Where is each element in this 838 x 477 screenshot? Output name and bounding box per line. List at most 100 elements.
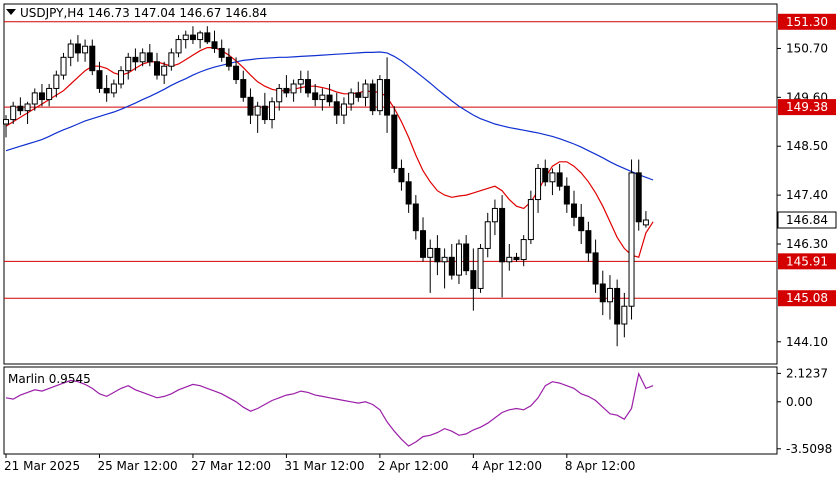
candle xyxy=(599,270,606,316)
candle xyxy=(261,92,268,124)
candle xyxy=(563,177,570,213)
candle-body xyxy=(434,247,441,263)
candle xyxy=(276,84,283,111)
candle xyxy=(348,88,355,111)
candle xyxy=(96,61,103,93)
candle xyxy=(340,97,347,124)
candle xyxy=(477,244,484,293)
candle xyxy=(24,101,31,124)
indicator-tick-label: -3.5098 xyxy=(786,442,832,456)
candle xyxy=(635,159,642,231)
candle xyxy=(67,39,74,67)
candle-body xyxy=(642,219,649,226)
candle-body xyxy=(491,207,498,223)
marlin-line xyxy=(5,371,654,447)
candle-body xyxy=(218,47,225,58)
candle-body xyxy=(563,185,570,205)
candle xyxy=(549,168,556,196)
candle xyxy=(168,48,175,71)
candle-body xyxy=(513,256,520,261)
candle-body xyxy=(391,114,398,169)
candle xyxy=(283,75,290,98)
candle-body xyxy=(455,243,462,276)
candle-body xyxy=(153,61,160,76)
candle-body xyxy=(24,103,31,112)
candle xyxy=(17,97,24,116)
candle xyxy=(197,30,204,49)
candle xyxy=(82,39,89,62)
candle xyxy=(506,244,513,271)
candle-body xyxy=(355,92,362,98)
candle-body xyxy=(369,83,376,112)
candle xyxy=(326,84,333,107)
candle xyxy=(355,81,362,102)
level-price-label: 151.30 xyxy=(786,15,828,29)
candle-body xyxy=(571,203,578,218)
candle-body xyxy=(304,79,311,94)
candle xyxy=(103,75,110,102)
candle xyxy=(132,48,139,71)
triangle-down-icon[interactable] xyxy=(6,9,16,15)
candle-body xyxy=(96,70,103,89)
price-tick-label: 150.70 xyxy=(786,41,828,55)
candle xyxy=(31,88,38,111)
candle-body xyxy=(233,65,240,81)
candle xyxy=(10,101,17,124)
candle-body xyxy=(398,167,405,183)
candle xyxy=(290,79,297,102)
level-price-label: 149.38 xyxy=(786,100,828,114)
candle xyxy=(175,35,182,58)
candle-body xyxy=(31,92,38,105)
candle-body xyxy=(276,87,283,103)
candle-body xyxy=(89,45,96,72)
candle-body xyxy=(53,74,60,89)
candle-body xyxy=(17,105,24,112)
candle xyxy=(405,172,412,213)
candle-body xyxy=(614,287,621,325)
candle-body xyxy=(542,167,549,183)
candle xyxy=(491,199,498,236)
candle xyxy=(225,48,232,71)
time-tick-label: 31 Mar 12:00 xyxy=(284,459,364,473)
candle xyxy=(269,97,276,129)
candle xyxy=(642,211,649,228)
candle-body xyxy=(74,43,81,54)
candle xyxy=(247,88,254,124)
candle-body xyxy=(118,70,125,85)
candle-body xyxy=(46,87,53,101)
candle xyxy=(204,26,211,44)
candle-body xyxy=(161,65,168,76)
candle-body xyxy=(376,79,383,112)
candle xyxy=(240,70,247,102)
time-tick-label: 8 Apr 12:00 xyxy=(565,459,636,473)
candle xyxy=(420,217,427,262)
current-price-box xyxy=(777,211,837,229)
candle-body xyxy=(204,32,211,43)
candle xyxy=(621,292,628,338)
candle-body xyxy=(175,39,182,54)
price-tick-label: 146.30 xyxy=(786,237,828,251)
candle xyxy=(606,275,613,320)
candle xyxy=(376,75,383,116)
candle-body xyxy=(290,83,297,94)
candle xyxy=(38,84,45,107)
candle-body xyxy=(168,52,175,67)
indicator-panel xyxy=(3,366,778,455)
price-axis: 150.70149.60148.50147.40146.30144.10151.… xyxy=(777,13,837,349)
time-tick-label: 25 Mar 12:00 xyxy=(97,459,177,473)
current-price-label: 146.84 xyxy=(786,213,828,227)
candle-body xyxy=(592,252,599,285)
time-tick-label: 27 Mar 12:00 xyxy=(191,459,271,473)
candle xyxy=(614,279,621,347)
candle-body xyxy=(247,96,254,116)
level-price-box xyxy=(778,290,836,307)
candle xyxy=(3,115,9,138)
candle-body xyxy=(189,34,196,41)
candle xyxy=(455,239,462,284)
candle-body xyxy=(527,199,534,241)
candle xyxy=(441,248,448,289)
candle xyxy=(211,30,218,53)
candle-body xyxy=(38,92,45,101)
candle xyxy=(434,235,441,276)
candle-body xyxy=(3,119,9,125)
